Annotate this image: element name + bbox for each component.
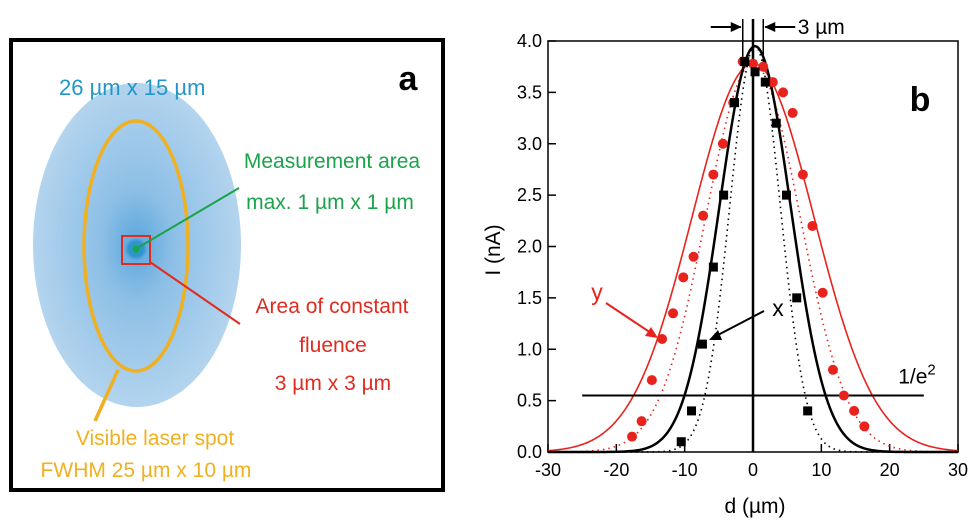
y-tick-label: 1.0 (517, 339, 542, 359)
data-point-y (627, 431, 638, 442)
data-point-y (787, 107, 798, 118)
visible-spot-label-line1: Visible laser spot (76, 427, 235, 450)
constant-fluence-label-line1: Area of constant (256, 295, 409, 318)
x-tick-label: 10 (811, 460, 831, 480)
constant-fluence-label-line3: 3 µm x 3 µm (275, 372, 391, 395)
fit-curve-x-dotted (548, 45, 958, 453)
data-point-x (803, 406, 813, 416)
data-point-x (740, 57, 750, 67)
data-point-x (792, 293, 802, 303)
data-point-y (636, 416, 647, 427)
spot-size-label: 26 µm x 15 µm (59, 75, 205, 100)
data-point-y (797, 169, 808, 180)
x-tick-label: 30 (948, 460, 968, 480)
data-point-y (657, 333, 668, 344)
x-axis-label: d (µm) (724, 495, 785, 518)
panel-a-diagram: a 26 µm x 15 µm Measurement area max. 1 … (9, 38, 445, 492)
y-tick-label: 0.0 (517, 442, 542, 462)
data-point-y (748, 58, 758, 69)
measurement-area-label-line1: Measurement area (244, 150, 421, 173)
fit-curve-y-dotted (547, 62, 959, 453)
data-point-x (730, 98, 740, 108)
width-arrowhead-right (764, 22, 776, 32)
data-point-y (646, 375, 657, 386)
x-tick-label: -10 (672, 460, 698, 480)
visible-spot-leader (93, 369, 120, 422)
y-tick-label: 2.0 (517, 237, 542, 257)
data-point-y (859, 421, 870, 432)
data-point-y (827, 364, 838, 375)
data-point-x (676, 437, 686, 447)
y-tick-label: 2.5 (517, 185, 542, 205)
x-tick-label: -20 (603, 460, 629, 480)
data-point-y (838, 390, 849, 401)
data-point-y (767, 77, 778, 88)
series-label-x: x (772, 295, 784, 321)
data-point-y (698, 210, 709, 221)
x-tick-label: 20 (880, 460, 900, 480)
data-point-y (758, 61, 769, 72)
x-tick-label: -30 (535, 460, 561, 480)
data-point-y (807, 220, 818, 231)
measurement-area-label-line2: max. 1 µm x 1 µm (246, 191, 414, 214)
series-label-y: y (591, 279, 603, 305)
data-point-y (708, 169, 719, 180)
threshold-label: 1/e2 (898, 361, 936, 388)
measurement-dot (132, 245, 140, 253)
x-tick-label: 0 (748, 460, 758, 480)
data-point-y (668, 308, 679, 319)
data-point-x (771, 118, 781, 128)
series-arrowhead-y (645, 327, 658, 338)
data-point-x (708, 262, 718, 272)
series-arrow-y (605, 302, 652, 334)
constant-fluence-square (121, 235, 151, 265)
y-tick-label: 3.5 (517, 82, 542, 102)
data-point-y (717, 138, 728, 149)
data-point-y (817, 287, 828, 298)
series-arrowhead-x (709, 330, 722, 340)
data-point-x (719, 190, 729, 200)
series-arrow-x (715, 310, 765, 337)
y-tick-label: 0.5 (517, 391, 542, 411)
width-annotation-label: 3 µm (798, 16, 845, 39)
y-tick-label: 1.5 (517, 288, 542, 308)
y-axis-label: I (nA) (482, 224, 505, 275)
width-arrowhead-left (730, 22, 742, 32)
data-point-x (750, 67, 760, 77)
panel-b-chart: -30 -20 -10 0 10 20 30 0.0 0.5 1.0 1.5 2.0 2.5 3.0 3.5… (482, 16, 968, 518)
data-point-y (688, 251, 699, 262)
data-point-x (687, 406, 696, 416)
panel-b-label: b (910, 81, 931, 119)
data-point-y (778, 87, 789, 98)
data-point-x (760, 77, 770, 87)
constant-fluence-label-line2: fluence (299, 334, 367, 357)
measurement-leader (138, 187, 240, 248)
panel-a-label: a (399, 60, 419, 98)
visible-spot-outline (82, 119, 190, 373)
data-point-x (781, 190, 791, 200)
data-point-y (849, 405, 860, 416)
data-point-y (678, 272, 689, 283)
visible-spot-label-line2: FWHM 25 µm x 10 µm (41, 459, 252, 482)
y-tick-label: 3.0 (517, 134, 542, 154)
y-tick-label: 4.0 (517, 31, 542, 51)
constant-fluence-leader (149, 261, 241, 325)
data-point-x (697, 339, 707, 349)
